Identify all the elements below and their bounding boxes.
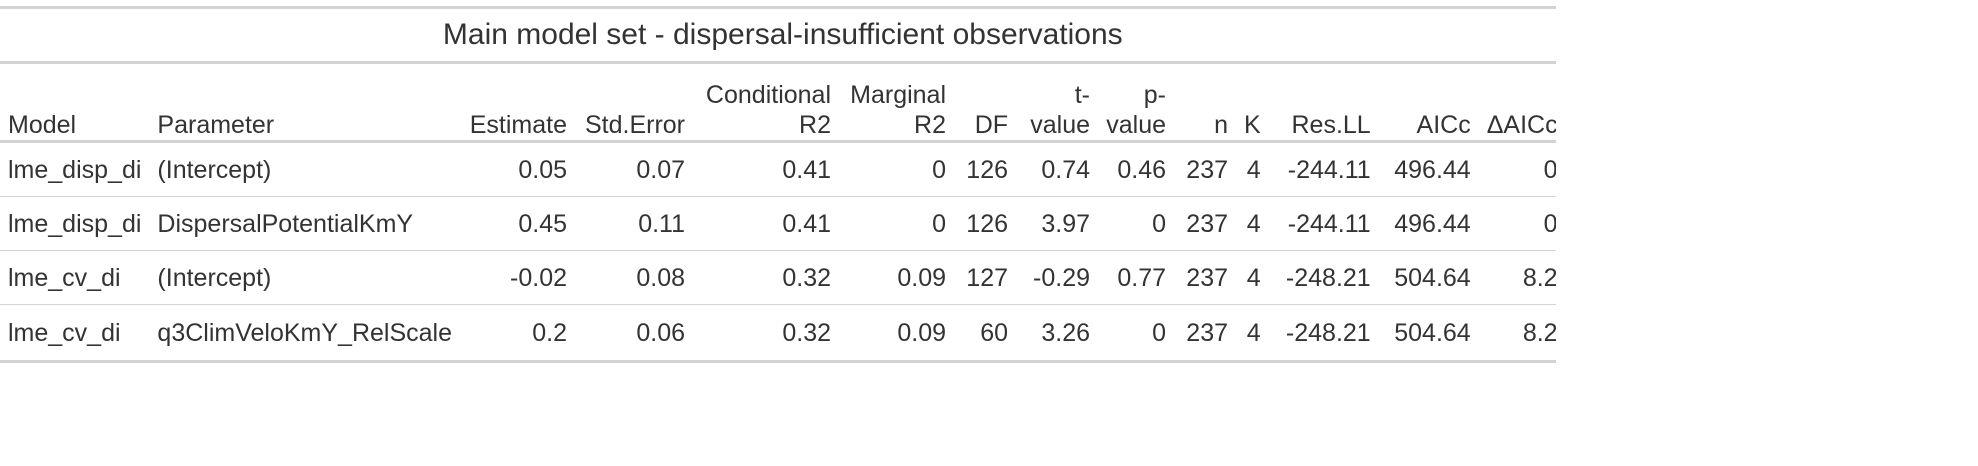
cell-p-value: 0.77 bbox=[1098, 250, 1175, 305]
cell-res-ll: -244.11 bbox=[1268, 196, 1379, 251]
table-viewport: Main model set - dispersal-insufficient … bbox=[0, 6, 1556, 363]
cell-res-ll: -248.21 bbox=[1268, 304, 1379, 363]
cell-aicc: 504.64 bbox=[1378, 250, 1479, 305]
cell-model: lme_disp_di bbox=[0, 141, 150, 197]
cell-res-ll: -248.21 bbox=[1268, 250, 1379, 305]
cell-std-error: 0.08 bbox=[575, 250, 694, 305]
column-header-parameter: Parameter bbox=[149, 62, 461, 143]
cell-p-value: 0.46 bbox=[1098, 141, 1175, 197]
table-body: lme_disp_di (Intercept) 0.05 0.07 0.41 0 126 0.… bbox=[0, 141, 1556, 363]
cell-estimate: -0.02 bbox=[460, 250, 576, 305]
column-header-conditional-r2-label: R2 bbox=[799, 111, 832, 139]
table-row: lme_cv_di q3ClimVeloKmY_RelScale 0.2 0.06 0.… bbox=[0, 304, 1556, 363]
cell-t-value: 0.74 bbox=[1016, 141, 1099, 197]
cell-df: 60 bbox=[954, 304, 1017, 363]
cell-t-value: 3.26 bbox=[1016, 304, 1099, 363]
cell-k: 4 bbox=[1236, 250, 1269, 305]
column-header-df-label: DF bbox=[974, 111, 1009, 139]
cell-t-value: -0.29 bbox=[1016, 250, 1099, 305]
cell-df: 126 bbox=[954, 141, 1017, 197]
column-header-delta-aicc-label: ΔAICc bbox=[1486, 111, 1556, 139]
column-header-k: K bbox=[1236, 62, 1269, 143]
cell-delta-aicc: 8.2 bbox=[1478, 250, 1556, 305]
table-row: lme_disp_di DispersalPotentialKmY 0.45 0.11… bbox=[0, 196, 1556, 251]
column-header-k-label: K bbox=[1244, 111, 1261, 139]
cell-estimate: 0.2 bbox=[460, 304, 576, 363]
column-header-estimate-label: Estimate bbox=[469, 111, 568, 139]
column-header-n-label: n bbox=[1214, 111, 1229, 139]
cell-parameter: q3ClimVeloKmY_RelScale bbox=[149, 304, 461, 363]
column-header-delta-aicc: ΔAICc bbox=[1478, 62, 1556, 143]
column-header-marginal-r2-label: R2 bbox=[914, 111, 947, 139]
column-header-df: DF bbox=[954, 62, 1017, 143]
cell-parameter: DispersalPotentialKmY bbox=[149, 196, 461, 251]
column-header-t-value: t-value bbox=[1016, 62, 1099, 143]
cell-model: lme_cv_di bbox=[0, 250, 150, 305]
cell-estimate: 0.45 bbox=[460, 196, 576, 251]
cell-k: 4 bbox=[1236, 196, 1269, 251]
cell-std-error: 0.06 bbox=[575, 304, 694, 363]
cell-conditional-r2: 0.32 bbox=[693, 250, 840, 305]
cell-n: 237 bbox=[1174, 304, 1237, 363]
cell-estimate: 0.05 bbox=[460, 141, 576, 197]
column-header-std-error-label: Std.Error bbox=[584, 111, 686, 139]
cell-n: 237 bbox=[1174, 250, 1237, 305]
table-row: lme_cv_di (Intercept) -0.02 0.08 0.32 0.09 127… bbox=[0, 250, 1556, 305]
cell-p-value: 0 bbox=[1098, 196, 1175, 251]
cell-parameter: (Intercept) bbox=[149, 250, 461, 305]
column-header-t-value-label: value bbox=[1030, 111, 1091, 139]
cell-conditional-r2: 0.32 bbox=[693, 304, 840, 363]
column-header-model-label: Model bbox=[8, 111, 77, 139]
cell-n: 237 bbox=[1174, 141, 1237, 197]
column-header-res-ll: Res.LL bbox=[1268, 62, 1379, 143]
cell-p-value: 0 bbox=[1098, 304, 1175, 363]
column-header-model: Model bbox=[0, 62, 150, 143]
cell-df: 126 bbox=[954, 196, 1017, 251]
column-header-t-value-line1: t- bbox=[1074, 81, 1091, 109]
column-header-p-value: p-value bbox=[1098, 62, 1175, 143]
table-row: lme_disp_di (Intercept) 0.05 0.07 0.41 0 126 0.… bbox=[0, 141, 1556, 197]
cell-k: 4 bbox=[1236, 304, 1269, 363]
title-row: Main model set - dispersal-insufficient … bbox=[0, 6, 1556, 64]
cell-std-error: 0.07 bbox=[575, 141, 694, 197]
column-header-parameter-label: Parameter bbox=[157, 111, 275, 139]
cell-df: 127 bbox=[954, 250, 1017, 305]
column-header-marginal-r2-line1: Marginal bbox=[850, 81, 947, 109]
cell-res-ll: -244.11 bbox=[1268, 141, 1379, 197]
cell-conditional-r2: 0.41 bbox=[693, 196, 840, 251]
cell-parameter: (Intercept) bbox=[149, 141, 461, 197]
column-header-res-ll-label: Res.LL bbox=[1291, 111, 1371, 139]
column-header-conditional-r2-line1: Conditional bbox=[705, 81, 832, 109]
cell-aicc: 496.44 bbox=[1378, 141, 1479, 197]
cell-k: 4 bbox=[1236, 141, 1269, 197]
cell-model: lme_disp_di bbox=[0, 196, 150, 251]
column-header-p-value-label: value bbox=[1106, 111, 1167, 139]
model-results-table: Main model set - dispersal-insufficient … bbox=[0, 6, 1556, 363]
cell-n: 237 bbox=[1174, 196, 1237, 251]
column-header-n: n bbox=[1174, 62, 1237, 143]
cell-marginal-r2: 0.09 bbox=[839, 304, 955, 363]
cell-marginal-r2: 0 bbox=[839, 141, 955, 197]
column-header-conditional-r2: Conditional R2 bbox=[693, 62, 840, 143]
table-title: Main model set - dispersal-insufficient … bbox=[0, 6, 1556, 64]
column-header-aicc: AICc bbox=[1378, 62, 1479, 143]
column-header-estimate: Estimate bbox=[460, 62, 576, 143]
cell-model: lme_cv_di bbox=[0, 304, 150, 363]
column-header-p-value-line1: p- bbox=[1143, 81, 1167, 109]
column-header-aicc-label: AICc bbox=[1416, 111, 1471, 139]
cell-t-value: 3.97 bbox=[1016, 196, 1099, 251]
cell-marginal-r2: 0.09 bbox=[839, 250, 955, 305]
cell-delta-aicc: 0 bbox=[1478, 196, 1556, 251]
column-header-row: Model Parameter Estimate Std.Error Condition… bbox=[0, 62, 1556, 143]
column-header-std-error: Std.Error bbox=[575, 62, 694, 143]
cell-std-error: 0.11 bbox=[575, 196, 694, 251]
cell-marginal-r2: 0 bbox=[839, 196, 955, 251]
cell-delta-aicc: 8.2 bbox=[1478, 304, 1556, 363]
cell-delta-aicc: 0 bbox=[1478, 141, 1556, 197]
cell-conditional-r2: 0.41 bbox=[693, 141, 840, 197]
column-header-marginal-r2: Marginal R2 bbox=[839, 62, 955, 143]
cell-aicc: 496.44 bbox=[1378, 196, 1479, 251]
cell-aicc: 504.64 bbox=[1378, 304, 1479, 363]
